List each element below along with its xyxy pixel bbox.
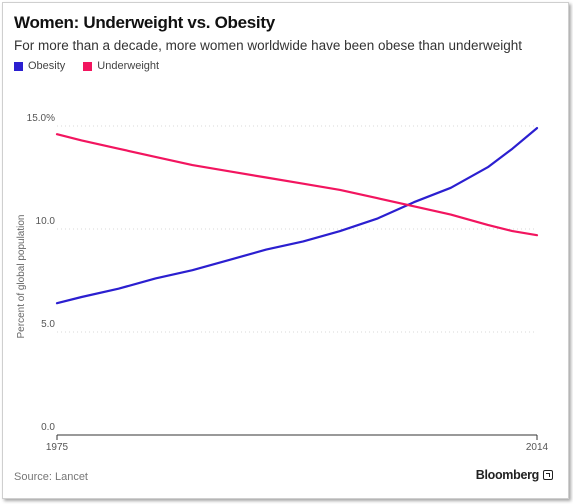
series-line-underweight [55,133,539,237]
legend-swatch-underweight [83,61,93,71]
chart-frame [2,2,569,499]
y-axis-title: Percent of global population [16,215,27,339]
legend-swatch-obesity [14,61,23,71]
y-tick-label: 5.0 [41,319,55,330]
series-line-obesity [55,127,539,305]
y-tick-label: 10.0 [36,216,56,227]
legend-item-obesity: Obesity [14,60,65,72]
x-tick-label: 1975 [46,442,69,453]
legend-item-underweight: Underweight [83,60,159,72]
chart-subtitle: For more than a decade, more women world… [14,38,523,53]
external-link-icon[interactable] [543,470,553,480]
y-tick-label: 0.0 [41,422,55,433]
legend-label-obesity: Obesity [28,60,66,72]
source-note: Source: Lancet [14,471,88,483]
chart-legend: Obesity Underweight [14,60,159,72]
chart-title: Women: Underweight vs. Obesity [14,13,275,32]
brand-label: Bloomberg [475,468,540,482]
legend-label-underweight: Underweight [97,60,160,72]
bloomberg-logo: Bloomberg [476,468,553,482]
y-tick-label: 15.0% [27,113,55,124]
x-tick-label: 2014 [526,442,549,453]
